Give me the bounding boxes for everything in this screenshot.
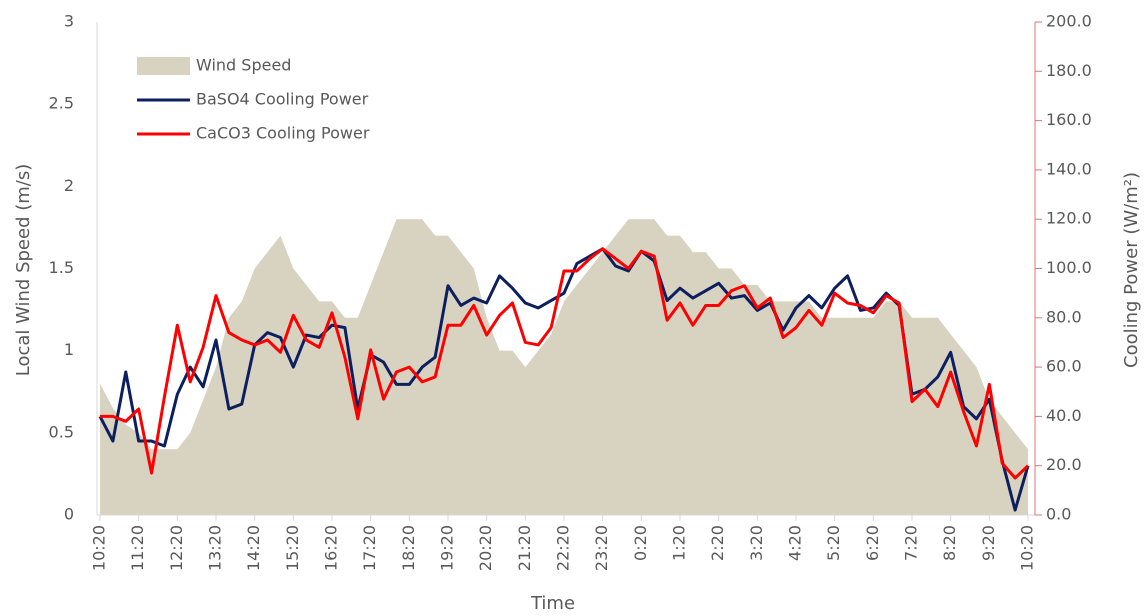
y-tick-label: 3 bbox=[64, 12, 74, 31]
x-tick-label: 7:20 bbox=[902, 525, 921, 561]
y-axis-title: Local Wind Speed (m/s) bbox=[13, 164, 34, 377]
y2-tick-label: 140.0 bbox=[1046, 159, 1092, 178]
y-tick-label: 0 bbox=[64, 505, 74, 524]
y2-tick-label: 160.0 bbox=[1046, 110, 1092, 129]
y-tick-label: 2 bbox=[64, 176, 74, 195]
x-tick-label: 12:20 bbox=[167, 525, 186, 571]
y2-tick-label: 200.0 bbox=[1046, 12, 1092, 31]
x-tick-label: 9:20 bbox=[979, 525, 998, 561]
x-tick-label: 0:20 bbox=[631, 525, 650, 561]
x-tick-label: 18:20 bbox=[399, 525, 418, 571]
line bbox=[100, 247, 1030, 480]
y-tick-label: 2.5 bbox=[49, 94, 74, 113]
x-tick-label: 1:20 bbox=[670, 525, 689, 561]
y2-tick-label: 40.0 bbox=[1046, 406, 1082, 425]
x-tick-label: 3:20 bbox=[747, 525, 766, 561]
wind-area bbox=[100, 219, 1028, 515]
y-tick-label: 1.5 bbox=[49, 258, 74, 277]
x-tick-label: 15:20 bbox=[283, 525, 302, 571]
y2-tick-label: 100.0 bbox=[1046, 258, 1092, 277]
y2-tick-label: 60.0 bbox=[1046, 357, 1082, 376]
y2-tick-label: 80.0 bbox=[1046, 307, 1082, 326]
y-tick-label: 0.5 bbox=[49, 422, 74, 441]
x-tick-label: 10:20 bbox=[90, 525, 109, 571]
legend-label: CaCO3 Cooling Power bbox=[196, 124, 370, 143]
x-tick-label: 2:20 bbox=[708, 525, 727, 561]
x-tick-label: 21:20 bbox=[515, 525, 534, 571]
y2-tick-label: 120.0 bbox=[1046, 209, 1092, 228]
y2-axis-title: Cooling Power (W/m²) bbox=[1121, 172, 1142, 368]
x-tick-label: 13:20 bbox=[206, 525, 225, 571]
x-tick-label: 19:20 bbox=[438, 525, 457, 571]
y2-tick-label: 0.0 bbox=[1046, 505, 1071, 524]
x-tick-label: 17:20 bbox=[360, 525, 379, 571]
legend-label: Wind Speed bbox=[196, 56, 291, 75]
x-tick-label: 23:20 bbox=[592, 525, 611, 571]
x-tick-label: 20:20 bbox=[476, 525, 495, 571]
x-tick-label: 16:20 bbox=[322, 525, 341, 571]
x-axis-title: Time bbox=[530, 593, 575, 614]
x-tick-label: 14:20 bbox=[244, 525, 263, 571]
x-tick-label: 8:20 bbox=[940, 525, 959, 561]
x-tick-label: 4:20 bbox=[786, 525, 805, 561]
y-tick-label: 1 bbox=[64, 340, 74, 359]
x-tick-label: 5:20 bbox=[824, 525, 843, 561]
x-tick-label: 11:20 bbox=[128, 525, 147, 571]
legend-label: BaSO4 Cooling Power bbox=[196, 90, 369, 109]
x-tick-label: 10:20 bbox=[1018, 525, 1037, 571]
y2-tick-label: 180.0 bbox=[1046, 61, 1092, 80]
x-tick-label: 6:20 bbox=[863, 525, 882, 561]
legend-swatch bbox=[137, 57, 190, 75]
y2-tick-label: 20.0 bbox=[1046, 455, 1082, 474]
x-tick-label: 22:20 bbox=[554, 525, 573, 571]
